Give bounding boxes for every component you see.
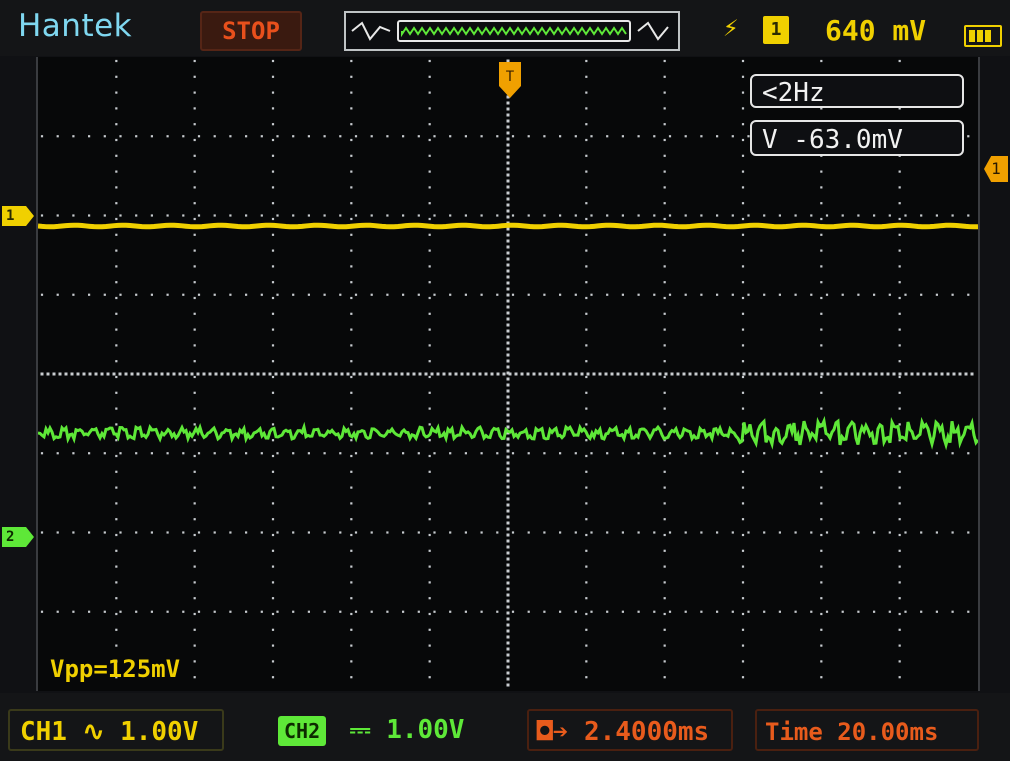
horizontal-position-value: 2.4000ms: [583, 717, 710, 747]
cursor-voltage-readout: V -63.0mV: [750, 120, 964, 156]
brand-logo: Hantek: [18, 8, 133, 44]
ac-coupling-icon: ∿: [82, 717, 105, 747]
ch2-scale-value: 1.00V: [386, 715, 465, 745]
lightning-bolt-icon: ⚡: [723, 13, 739, 43]
ch1-trace: [38, 222, 978, 230]
svg-text:T: T: [506, 69, 515, 85]
dc-coupling-icon: ⎓: [349, 715, 371, 745]
ch1-scale-value: 1.00V: [120, 717, 199, 747]
run-stop-indicator[interactable]: STOP: [200, 11, 302, 51]
ch2-ground-marker[interactable]: 2: [2, 527, 34, 547]
battery-icon: [964, 25, 1002, 47]
trigger-level-marker[interactable]: 1: [984, 156, 1008, 182]
ch1-ground-marker[interactable]: 1: [2, 206, 34, 226]
timebase-value: 20.00ms: [837, 718, 939, 746]
waveform-overview-icon: [351, 20, 669, 42]
frequency-readout: <2Hz: [750, 74, 964, 108]
timebase-status[interactable]: Time 20.00ms: [755, 709, 979, 751]
memory-overview-bar: [344, 11, 680, 51]
ch2-label: CH2: [278, 715, 327, 746]
waveform-display: [36, 57, 980, 691]
trigger-source-badge: 1: [763, 16, 789, 44]
ch1-label: CH1: [20, 717, 67, 747]
horizontal-position-status[interactable]: ◘➔ 2.4000ms: [527, 709, 733, 751]
timebase-label: Time: [765, 718, 823, 746]
vpp-measurement: Vpp=125mV: [50, 655, 181, 683]
trigger-level-readout: 640 mV: [825, 14, 927, 47]
trigger-position-marker[interactable]: T: [499, 62, 521, 98]
trigger-position-icon: ◘➔: [537, 717, 569, 747]
ch1-scale-status[interactable]: CH1 ∿ 1.00V: [8, 709, 224, 751]
ch2-trace: [38, 415, 978, 451]
ch2-scale-status[interactable]: CH2 ⎓ 1.00V: [278, 709, 486, 751]
graticule-grid: [38, 59, 978, 687]
